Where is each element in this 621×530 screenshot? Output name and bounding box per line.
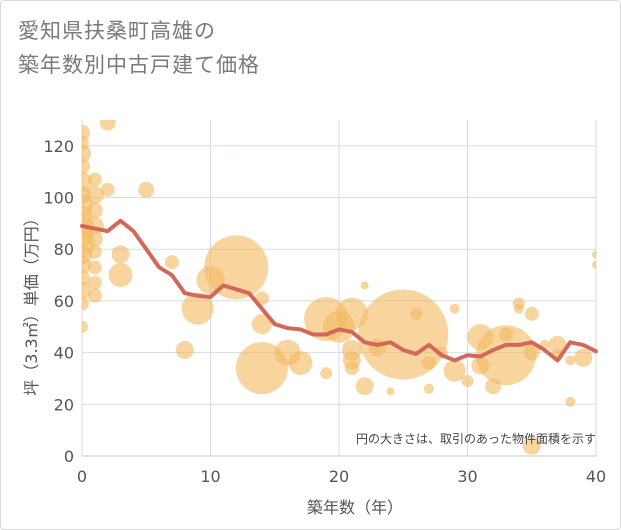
x-tick-label: 30 <box>457 467 477 486</box>
bubble-point <box>82 144 91 163</box>
chart-title-line-1: 愛知県扶桑町高雄の <box>18 19 216 43</box>
bubble-point <box>461 375 474 388</box>
bubble-point <box>421 355 436 370</box>
bubble-point <box>410 307 423 320</box>
bubble-point <box>344 361 359 376</box>
x-tick-label: 40 <box>586 467 606 486</box>
bubble-point <box>360 281 369 290</box>
bubble-point <box>499 327 514 342</box>
bubble-point <box>138 181 155 198</box>
bubble-point <box>565 355 576 366</box>
bubble-point <box>82 320 88 333</box>
chart-title-line-2: 築年数別中古戸建て価格 <box>18 53 260 77</box>
bubble-point <box>335 297 368 330</box>
bubble-point <box>523 344 540 361</box>
bubble-point <box>181 292 214 325</box>
bubble-point <box>251 314 272 335</box>
x-tick-label: 20 <box>329 467 349 486</box>
bubble-point <box>99 120 116 131</box>
bubble-point <box>87 260 102 275</box>
bubble-point <box>82 296 89 311</box>
bubble-point <box>108 263 133 288</box>
y-tick-label: 60 <box>54 292 74 311</box>
average-line-series <box>80 218 598 363</box>
x-axis-label: 築年数（年） <box>307 498 403 517</box>
y-tick-label: 120 <box>43 137 74 156</box>
bubble-series <box>82 120 596 455</box>
average-price-line <box>80 218 598 363</box>
bubble-point <box>86 202 103 219</box>
bubble-point <box>443 359 466 382</box>
bubble-point <box>175 341 194 360</box>
bubble-point <box>87 288 102 303</box>
bubble-point <box>204 235 269 300</box>
bubble-point <box>522 436 541 455</box>
bubble-point <box>592 250 596 259</box>
bubble-point <box>85 185 104 204</box>
bubble-point <box>524 306 539 321</box>
bubble-point <box>423 383 434 394</box>
bubble-point <box>592 260 596 269</box>
grid-lines <box>81 120 597 457</box>
axis-ticks: 0 20 40 60 80 100 120 0 10 20 30 40 <box>43 137 606 486</box>
bubble-point <box>476 325 537 386</box>
x-tick-label: 0 <box>77 467 87 486</box>
bubble-point <box>87 244 102 259</box>
y-axis-label: 坪（3.3㎡）単価（万円） <box>22 210 41 395</box>
bubble-point <box>513 303 524 314</box>
y-tick-label: 100 <box>43 189 74 208</box>
bubble-point <box>82 158 90 175</box>
bubble-point <box>574 348 593 367</box>
bubble-point <box>288 350 313 375</box>
chart-title: 愛知県扶桑町高雄の 築年数別中古戸建て価格 <box>18 14 260 82</box>
x-tick-label: 10 <box>200 467 220 486</box>
bubble-point <box>548 335 567 354</box>
y-tick-label: 80 <box>54 240 74 259</box>
bubble-point <box>100 182 115 197</box>
bubble-size-note: 円の大きさは、取引のあった物件面積を示す <box>356 431 596 446</box>
bubble-point <box>565 396 576 407</box>
bubble-point <box>86 230 103 247</box>
bubble-point <box>355 377 374 396</box>
bubble-point <box>449 303 460 314</box>
bubble-point <box>87 172 102 187</box>
y-tick-label: 20 <box>54 395 74 414</box>
bubble-point <box>111 245 130 264</box>
y-tick-label: 0 <box>64 447 74 466</box>
bubble-point <box>87 275 102 290</box>
y-tick-label: 40 <box>54 344 74 363</box>
bubble-point <box>320 367 333 380</box>
bubble-point <box>386 387 395 396</box>
bubble-point <box>164 255 179 270</box>
